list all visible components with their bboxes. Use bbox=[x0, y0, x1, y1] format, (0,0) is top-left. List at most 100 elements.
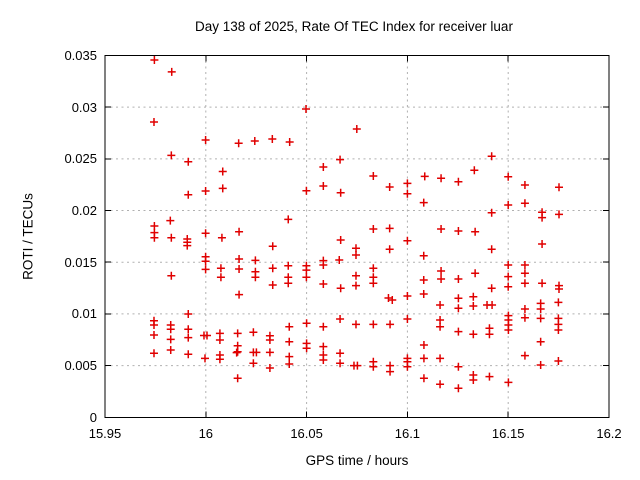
data-point bbox=[218, 184, 227, 193]
data-point bbox=[437, 274, 446, 283]
data-point bbox=[369, 172, 378, 181]
x-axis-title: GPS time / hours bbox=[305, 453, 409, 468]
data-point bbox=[302, 266, 311, 275]
data-point bbox=[520, 351, 529, 360]
data-point bbox=[420, 172, 429, 181]
data-point bbox=[319, 342, 328, 351]
data-point bbox=[336, 235, 345, 244]
data-point bbox=[319, 322, 328, 331]
y-tick-label: 0.025 bbox=[64, 151, 97, 167]
data-point bbox=[536, 361, 545, 370]
data-point bbox=[469, 330, 478, 339]
data-point bbox=[487, 208, 496, 217]
data-point bbox=[251, 273, 260, 282]
data-point bbox=[319, 355, 328, 364]
data-point bbox=[319, 163, 328, 172]
x-tick-label: 15.95 bbox=[88, 426, 122, 441]
data-point bbox=[167, 67, 176, 76]
y-tick-label: 0 bbox=[89, 409, 97, 425]
data-point bbox=[419, 251, 428, 260]
data-point bbox=[235, 255, 244, 264]
data-point bbox=[487, 152, 496, 161]
data-point bbox=[419, 198, 428, 207]
x-tick-label: 16.1 bbox=[394, 426, 421, 441]
data-point bbox=[504, 201, 513, 210]
data-point bbox=[184, 350, 193, 359]
data-point bbox=[520, 261, 529, 270]
y-tick-label: 0.02 bbox=[71, 203, 97, 219]
data-point bbox=[184, 157, 193, 166]
data-point bbox=[555, 284, 564, 293]
data-point bbox=[249, 359, 258, 368]
data-point bbox=[233, 347, 242, 356]
data-point bbox=[436, 315, 445, 324]
data-point bbox=[538, 240, 547, 249]
data-point bbox=[252, 348, 261, 357]
data-point bbox=[403, 315, 412, 324]
data-point bbox=[302, 319, 311, 328]
data-point bbox=[454, 227, 463, 235]
data-point bbox=[302, 273, 311, 282]
data-point bbox=[265, 363, 274, 372]
x-tick-label: 16.05 bbox=[290, 426, 323, 441]
data-point bbox=[554, 326, 563, 335]
data-point bbox=[232, 348, 241, 357]
data-point bbox=[437, 174, 446, 183]
data-point bbox=[469, 292, 478, 301]
data-point bbox=[149, 349, 158, 358]
data-point bbox=[454, 304, 463, 313]
data-point bbox=[166, 325, 175, 334]
data-point bbox=[268, 264, 277, 273]
data-point bbox=[454, 274, 463, 283]
data-point bbox=[235, 227, 244, 236]
data-point bbox=[217, 233, 226, 242]
data-point bbox=[319, 280, 328, 289]
data-point bbox=[336, 349, 345, 358]
data-point bbox=[302, 186, 311, 195]
y-axis-title: ROTI / TECUs bbox=[20, 193, 36, 280]
y-tick-label: 0.01 bbox=[71, 306, 97, 322]
data-point bbox=[369, 264, 378, 273]
data-point bbox=[554, 357, 563, 366]
data-point bbox=[149, 320, 158, 329]
data-point bbox=[353, 361, 362, 370]
plot-frame bbox=[104, 55, 610, 418]
data-point bbox=[234, 139, 243, 148]
data-point bbox=[520, 199, 529, 208]
data-point bbox=[520, 279, 529, 288]
data-point bbox=[183, 241, 192, 250]
x-tick-label: 16 bbox=[198, 426, 214, 441]
data-point bbox=[336, 359, 345, 368]
data-point bbox=[471, 269, 480, 278]
data-point bbox=[369, 279, 378, 288]
data-point bbox=[184, 333, 193, 342]
data-point bbox=[284, 279, 293, 288]
data-point bbox=[167, 271, 176, 280]
data-point bbox=[520, 269, 529, 278]
data-point bbox=[335, 256, 344, 265]
data-point bbox=[285, 352, 294, 361]
data-point bbox=[284, 215, 293, 224]
data-point bbox=[351, 320, 360, 329]
data-point bbox=[536, 337, 545, 346]
data-point bbox=[319, 182, 328, 191]
data-point bbox=[233, 374, 242, 383]
data-point bbox=[285, 337, 294, 346]
data-point bbox=[555, 210, 564, 219]
data-point bbox=[536, 305, 545, 314]
data-point bbox=[504, 261, 513, 270]
data-point bbox=[201, 135, 210, 144]
data-point bbox=[403, 189, 412, 198]
data-point bbox=[369, 225, 378, 234]
data-point bbox=[386, 320, 395, 329]
data-point bbox=[218, 167, 227, 176]
data-point bbox=[149, 330, 158, 339]
data-point bbox=[385, 245, 394, 254]
data-point bbox=[235, 290, 244, 299]
data-point bbox=[485, 372, 494, 381]
data-point bbox=[520, 305, 529, 314]
data-point bbox=[520, 313, 529, 322]
data-point bbox=[150, 55, 159, 64]
data-point bbox=[250, 136, 259, 145]
data-point bbox=[302, 344, 311, 353]
